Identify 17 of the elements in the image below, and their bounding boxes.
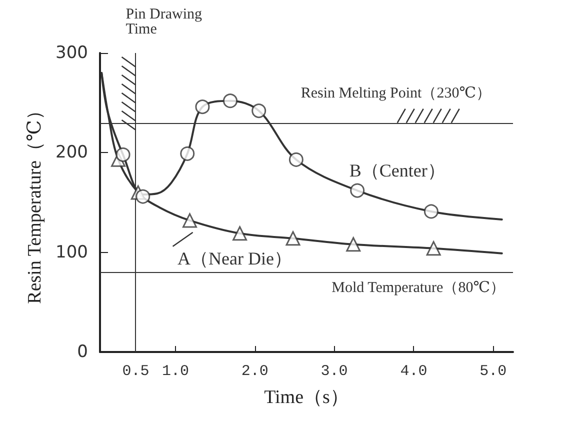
x-tick-label: 0.5 bbox=[122, 363, 150, 380]
y-tick-label: 200 bbox=[56, 142, 88, 163]
x-tick-label: 3.0 bbox=[320, 363, 348, 380]
ref-line-label: Resin Melting Point（230℃） bbox=[300, 85, 491, 102]
ref-line-label: Pin Drawing Time bbox=[126, 6, 206, 38]
y-tick-label: 0 bbox=[77, 342, 88, 362]
y-axis-title: Resin Temperature（℃） bbox=[24, 101, 46, 304]
y-tick-label: 300 bbox=[56, 43, 88, 63]
legend-label: A（Near Die） bbox=[178, 248, 292, 268]
x-tick-label: 4.0 bbox=[400, 363, 428, 380]
x-axis-title: Time（s） bbox=[264, 387, 349, 408]
series-label: B（Center） bbox=[349, 160, 446, 181]
y-tick-label: 100 bbox=[56, 242, 88, 262]
x-tick-label: 1.0 bbox=[162, 363, 189, 380]
x-tick-label: 2.0 bbox=[241, 363, 268, 380]
ref-line-label: Mold Temperature（80℃） bbox=[332, 280, 505, 296]
x-tick-label: 5.0 bbox=[480, 363, 507, 380]
